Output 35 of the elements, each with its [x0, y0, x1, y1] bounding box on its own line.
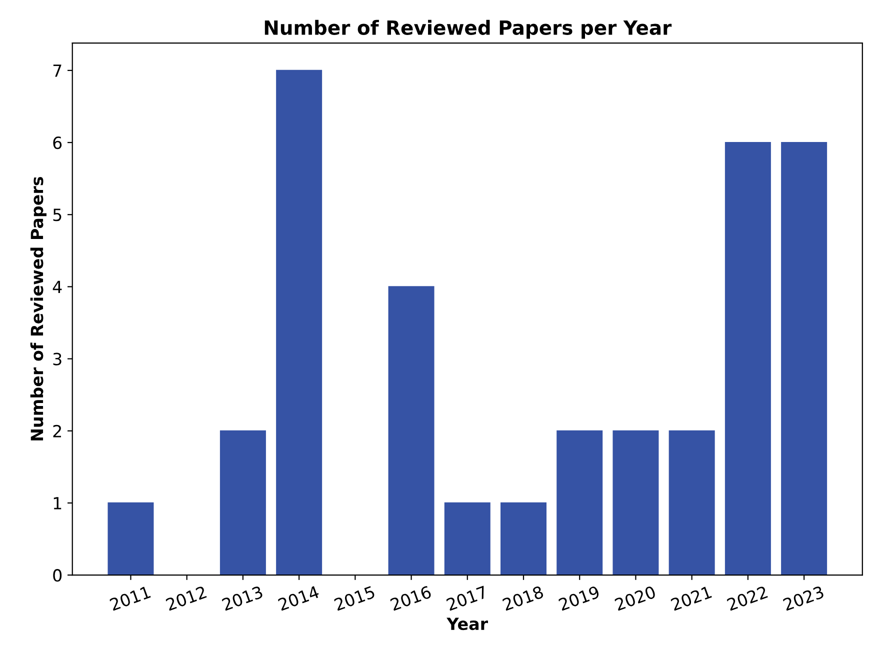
bar	[724, 142, 771, 576]
y-tick-label: 2	[53, 424, 61, 438]
y-tick-label: 6	[53, 136, 62, 150]
bar	[444, 502, 490, 576]
bar	[612, 430, 659, 576]
y-tick-label: 4	[52, 280, 62, 294]
x-tick-label: 2017	[446, 586, 488, 611]
x-tick-label: 2013	[222, 586, 264, 611]
y-tick-label: 5	[53, 208, 62, 222]
x-tick-label: 2018	[502, 585, 544, 611]
x-tick-label: 2020	[614, 585, 656, 611]
x-tick-label: 2021	[670, 586, 712, 611]
bar	[388, 286, 434, 576]
y-tick-label: 0	[53, 569, 62, 582]
y-tick-label: 3	[53, 352, 62, 366]
bar	[556, 430, 603, 576]
x-tick-label: 2011	[109, 586, 151, 611]
chart-title: Number of Reviewed Papers per Year	[264, 20, 672, 39]
bar	[220, 430, 266, 576]
x-tick-label: 2016	[390, 585, 432, 611]
x-tick-label: 2022	[726, 586, 768, 611]
y-axis-title: Number of Reviewed Papers	[30, 176, 46, 440]
bar	[668, 430, 715, 576]
bar	[108, 502, 154, 576]
x-tick-label: 2014	[278, 585, 320, 611]
x-axis-title: Year	[446, 618, 488, 630]
y-tick-label: 7	[53, 64, 62, 77]
x-tick-label: 2015	[334, 586, 376, 611]
bar	[781, 142, 828, 576]
y-tick-label: 1	[54, 497, 62, 510]
x-tick-label: 2023	[782, 586, 824, 611]
x-tick-label: 2012	[165, 586, 207, 611]
bar	[276, 70, 322, 576]
x-tick-label: 2019	[558, 585, 600, 611]
bar	[500, 502, 546, 576]
